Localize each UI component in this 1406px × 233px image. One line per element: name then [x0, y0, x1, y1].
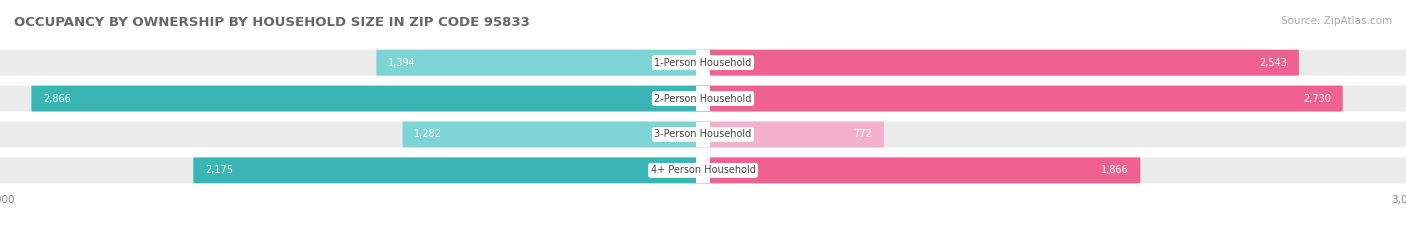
FancyBboxPatch shape	[703, 86, 1343, 111]
Text: 2,543: 2,543	[1260, 58, 1288, 68]
FancyBboxPatch shape	[703, 122, 884, 147]
Bar	[696, 122, 710, 147]
Text: 1,282: 1,282	[415, 130, 441, 140]
Text: 2,730: 2,730	[1303, 93, 1331, 103]
Text: 772: 772	[853, 130, 872, 140]
FancyBboxPatch shape	[194, 158, 703, 183]
Bar	[696, 50, 710, 75]
FancyBboxPatch shape	[0, 86, 1406, 111]
Text: 2,866: 2,866	[44, 93, 70, 103]
Text: 4+ Person Household: 4+ Person Household	[651, 165, 755, 175]
Text: Source: ZipAtlas.com: Source: ZipAtlas.com	[1281, 16, 1392, 26]
Text: 1-Person Household: 1-Person Household	[654, 58, 752, 68]
FancyBboxPatch shape	[377, 50, 703, 75]
Text: 2-Person Household: 2-Person Household	[654, 93, 752, 103]
Bar	[696, 158, 710, 183]
FancyBboxPatch shape	[703, 50, 1299, 75]
Text: 1,394: 1,394	[388, 58, 416, 68]
FancyBboxPatch shape	[703, 158, 1140, 183]
Text: 3-Person Household: 3-Person Household	[654, 130, 752, 140]
FancyBboxPatch shape	[0, 122, 1406, 147]
Text: 2,175: 2,175	[205, 165, 233, 175]
Bar	[696, 86, 710, 111]
FancyBboxPatch shape	[402, 122, 703, 147]
FancyBboxPatch shape	[31, 86, 703, 111]
FancyBboxPatch shape	[0, 158, 1406, 183]
Text: OCCUPANCY BY OWNERSHIP BY HOUSEHOLD SIZE IN ZIP CODE 95833: OCCUPANCY BY OWNERSHIP BY HOUSEHOLD SIZE…	[14, 16, 530, 29]
Text: 1,866: 1,866	[1101, 165, 1129, 175]
FancyBboxPatch shape	[0, 50, 1406, 75]
